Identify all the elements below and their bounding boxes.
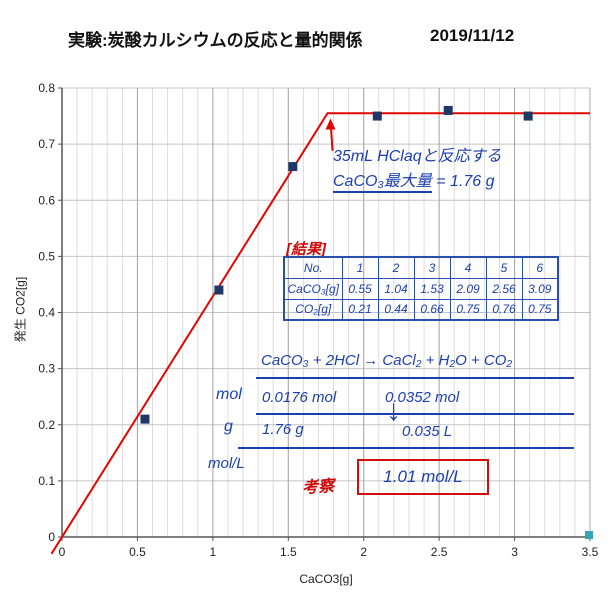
table-header-cell: 4 xyxy=(449,256,487,279)
underline-rule-g xyxy=(238,447,574,449)
y-tick-label: 0.4 xyxy=(38,306,55,320)
annotation-max-underlined: CaCO₃最大量 xyxy=(333,173,432,193)
y-tick-label: 0.3 xyxy=(38,362,55,376)
table-cell: 2.09 xyxy=(449,277,487,300)
page-date: 2019/11/12 xyxy=(430,26,515,45)
results-table: No. 1 2 3 4 5 6 CaCO₃[g] 0.55 1.04 1.53 … xyxy=(283,256,559,321)
table-header-row: No. 1 2 3 4 5 6 xyxy=(283,256,559,279)
annotation-arrowhead xyxy=(325,118,336,130)
x-tick-label: 0.5 xyxy=(129,545,146,559)
data-point xyxy=(443,105,453,115)
row-label-mol-per-l: mol/L xyxy=(208,455,245,472)
table-cell: 0.21 xyxy=(341,298,379,321)
volume-value: 0.035 L xyxy=(402,423,453,440)
x-axis-label: CaCO3[g] xyxy=(299,572,353,586)
table-cell: 0.55 xyxy=(341,277,379,300)
table-cell: 3.09 xyxy=(521,277,559,300)
page-title: 実験:炭酸カルシウムの反応と量的関係 xyxy=(68,31,363,50)
table-cell: 1.04 xyxy=(377,277,415,300)
data-point xyxy=(288,162,298,172)
fit-line xyxy=(50,112,590,555)
mass-value: 1.76 g xyxy=(262,421,304,438)
data-point xyxy=(214,285,224,295)
y-tick-label: 0 xyxy=(48,530,55,544)
data-point xyxy=(140,414,150,424)
mol-value-hcl: 0.0352 mol xyxy=(385,389,460,406)
x-tick-label: 1.5 xyxy=(280,545,297,559)
answer-value: 1.01 mol/L xyxy=(383,467,463,486)
results-label: [結果] xyxy=(286,241,326,258)
table-cell: 0.44 xyxy=(377,298,415,321)
data-point xyxy=(523,111,533,121)
x-tick-label: 3.5 xyxy=(582,545,599,559)
table-row-label: CO₂[g] xyxy=(283,298,343,321)
table-header-cell: No. xyxy=(283,256,343,279)
underline-rule-mol xyxy=(256,413,574,415)
table-row: CaCO₃[g] 0.55 1.04 1.53 2.09 2.56 3.09 xyxy=(283,277,559,300)
table-row-label: CaCO₃[g] xyxy=(283,277,343,300)
table-cell: 0.75 xyxy=(521,298,559,321)
x-tick-label: 1 xyxy=(210,545,217,559)
x-tick-label: 3 xyxy=(511,545,518,559)
row-label-g: g xyxy=(224,418,233,435)
answer-box: 1.01 mol/L xyxy=(357,459,489,495)
chemical-equation: CaCO₃ + 2HCl → CaCl₂ + H₂O + CO₂ xyxy=(261,352,513,369)
y-tick-label: 0.8 xyxy=(38,81,55,95)
table-cell: 0.76 xyxy=(485,298,523,321)
annotation-max-value: = 1.76 g xyxy=(436,173,495,190)
data-point xyxy=(372,111,382,121)
table-cell: 0.66 xyxy=(413,298,451,321)
consideration-label: 考察 xyxy=(301,477,335,498)
y-axis-label: 発生 CO2[g] xyxy=(13,276,28,343)
y-tick-label: 0.1 xyxy=(38,474,55,488)
x-tick-label: 2 xyxy=(360,545,367,559)
table-header-cell: 2 xyxy=(377,256,415,279)
annotation-hcl-note: 35mL HClaqと反応する xyxy=(333,148,502,165)
x-tick-label: 2.5 xyxy=(431,545,448,559)
table-cell: 0.75 xyxy=(449,298,487,321)
y-tick-label: 0.7 xyxy=(38,137,55,151)
y-tick-label: 0.5 xyxy=(38,249,55,263)
underline-rule-equation xyxy=(256,377,574,379)
y-tick-label: 0.2 xyxy=(38,418,55,432)
table-header-cell: 6 xyxy=(521,256,559,279)
mol-value-caco3: 0.0176 mol xyxy=(262,389,337,406)
table-header-cell: 3 xyxy=(413,256,451,279)
down-arrow-icon: ↓ xyxy=(386,394,401,427)
table-cell: 1.53 xyxy=(413,277,451,300)
table-header-cell: 1 xyxy=(341,256,379,279)
annotation-max-note: CaCO₃最大量 = 1.76 g xyxy=(333,167,495,193)
row-label-mol: mol xyxy=(216,386,242,403)
y-tick-label: 0.6 xyxy=(38,193,55,207)
table-header-cell: 5 xyxy=(485,256,523,279)
table-row: CO₂[g] 0.21 0.44 0.66 0.75 0.76 0.75 xyxy=(283,298,559,321)
resize-handle[interactable] xyxy=(585,531,593,539)
x-tick-label: 0 xyxy=(59,545,66,559)
table-cell: 2.56 xyxy=(485,277,523,300)
